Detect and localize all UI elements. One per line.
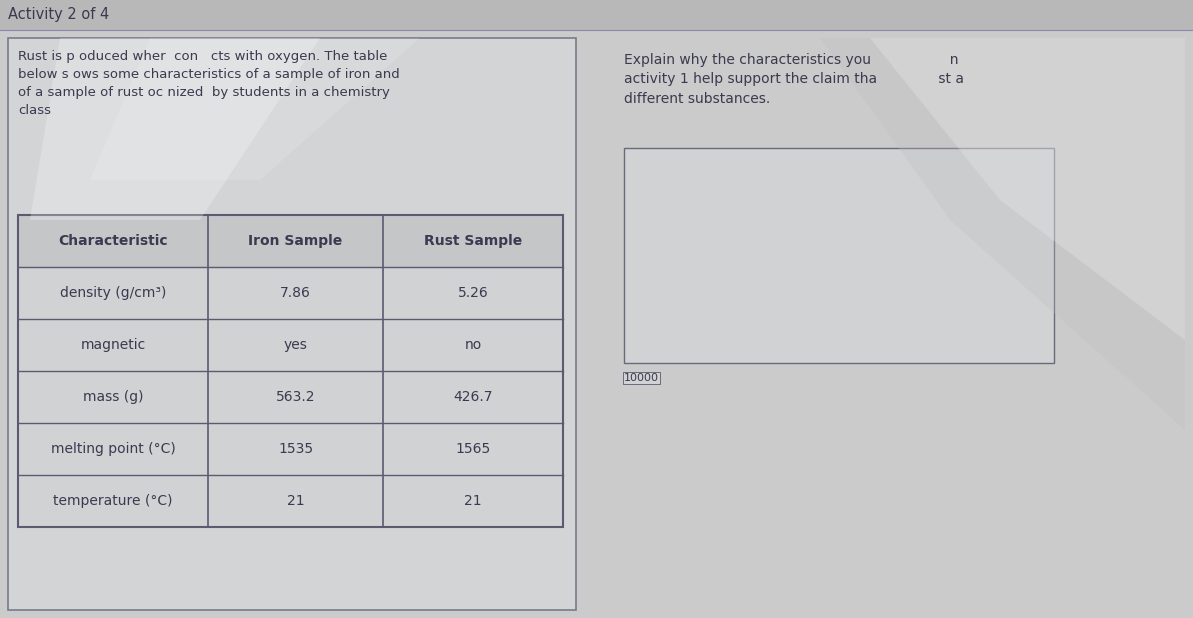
- Polygon shape: [89, 38, 420, 180]
- Text: 1565: 1565: [456, 442, 490, 456]
- Text: Activity 2 of 4: Activity 2 of 4: [8, 7, 110, 22]
- Bar: [624, 148, 1053, 363]
- Text: Iron Sample: Iron Sample: [248, 234, 342, 248]
- Bar: [18, 215, 563, 527]
- Bar: [8, 38, 576, 610]
- Text: Characteristic: Characteristic: [58, 234, 168, 248]
- Text: 10000: 10000: [624, 373, 659, 383]
- Text: 21: 21: [464, 494, 482, 508]
- Text: 426.7: 426.7: [453, 390, 493, 404]
- Text: Explain why the characteristics you                  n
activity 1 help support t: Explain why the characteristics you n ac…: [624, 53, 964, 106]
- Text: yes: yes: [284, 338, 308, 352]
- Text: 1535: 1535: [278, 442, 313, 456]
- Polygon shape: [30, 38, 320, 220]
- Text: 7.86: 7.86: [280, 286, 311, 300]
- Text: melting point (°C): melting point (°C): [50, 442, 175, 456]
- Text: temperature (°C): temperature (°C): [54, 494, 173, 508]
- Text: density (g/cm³): density (g/cm³): [60, 286, 166, 300]
- Text: 21: 21: [286, 494, 304, 508]
- Bar: [585, 38, 1185, 610]
- Text: Rust Sample: Rust Sample: [424, 234, 523, 248]
- Text: mass (g): mass (g): [82, 390, 143, 404]
- Text: magnetic: magnetic: [80, 338, 146, 352]
- Polygon shape: [870, 38, 1185, 340]
- Text: Rust is p oduced wher  con   cts with oxygen. The table
below s ows some charact: Rust is p oduced wher con cts with oxyge…: [18, 50, 400, 117]
- Text: 5.26: 5.26: [458, 286, 488, 300]
- Bar: [18, 215, 563, 267]
- Text: no: no: [464, 338, 482, 352]
- Text: 563.2: 563.2: [276, 390, 315, 404]
- Bar: [18, 215, 563, 527]
- Bar: [0, 0, 1193, 30]
- Polygon shape: [820, 38, 1185, 430]
